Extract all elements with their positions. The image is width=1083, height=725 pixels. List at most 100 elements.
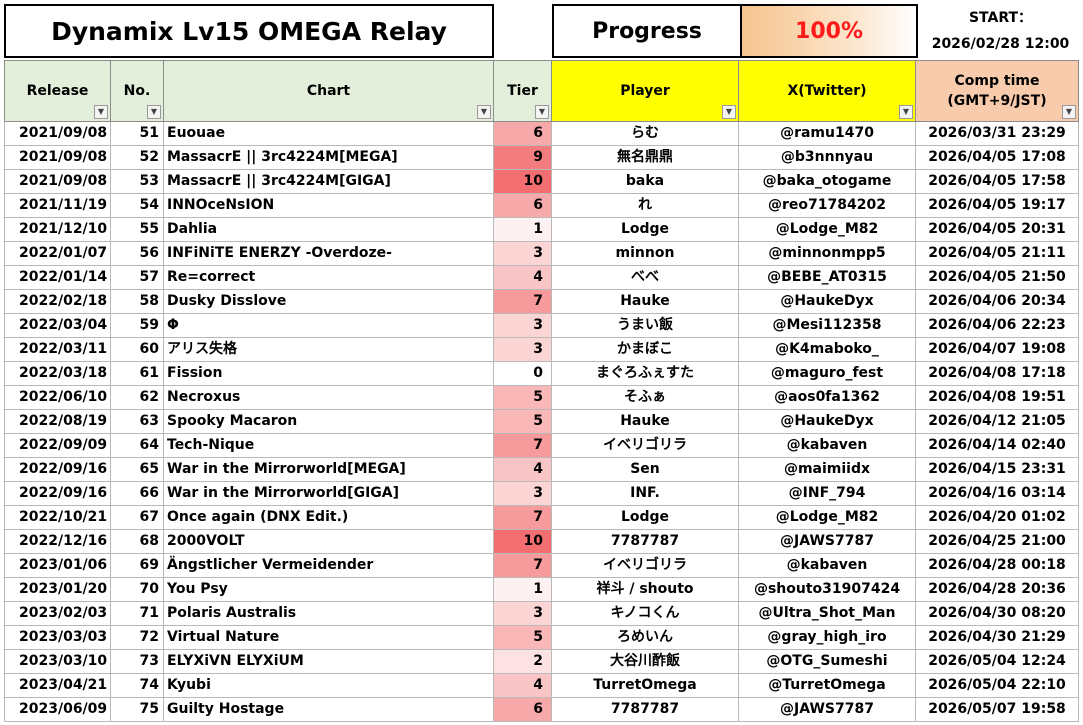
tier-cell[interactable]: 1	[493, 577, 552, 602]
filter-dropdown-icon[interactable]: ▼	[94, 105, 108, 119]
tier-cell[interactable]: 3	[493, 313, 552, 338]
comp-time-cell[interactable]: 2026/04/25 21:00	[915, 529, 1079, 554]
table-row[interactable]: 2022/10/21 67 Once again (DNX Edit.) 7 Lodge…	[4, 505, 1079, 530]
chart-cell[interactable]: ELYXiVN ELYXiUM	[163, 649, 494, 674]
twitter-handle-cell[interactable]: @Lodge_M82	[738, 505, 916, 530]
release-cell[interactable]: 2023/03/03	[4, 625, 111, 650]
chart-cell[interactable]: Guilty Hostage	[163, 697, 494, 722]
comp-time-cell[interactable]: 2026/04/05 20:31	[915, 217, 1079, 242]
release-cell[interactable]: 2022/10/21	[4, 505, 111, 530]
release-cell[interactable]: 2022/12/16	[4, 529, 111, 554]
comp-time-cell[interactable]: 2026/04/05 19:17	[915, 193, 1079, 218]
comp-time-cell[interactable]: 2026/04/07 19:08	[915, 337, 1079, 362]
chart-cell[interactable]: 2000VOLT	[163, 529, 494, 554]
comp-time-cell[interactable]: 2026/04/06 20:34	[915, 289, 1079, 314]
player-cell[interactable]: Lodge	[551, 217, 739, 242]
tier-cell[interactable]: 2	[493, 649, 552, 674]
chart-cell[interactable]: Ängstlicher Vermeidender	[163, 553, 494, 578]
player-cell[interactable]: 7787787	[551, 529, 739, 554]
player-cell[interactable]: minnon	[551, 241, 739, 266]
player-cell[interactable]: TurretOmega	[551, 673, 739, 698]
comp-time-cell[interactable]: 2026/05/07 19:58	[915, 697, 1079, 722]
twitter-handle-cell[interactable]: @INF_794	[738, 481, 916, 506]
table-row[interactable]: 2023/04/21 74 Kyubi 4 TurretOmega @TurretOmeg…	[4, 673, 1079, 698]
tier-cell[interactable]: 3	[493, 601, 552, 626]
comp-time-cell[interactable]: 2026/04/30 21:29	[915, 625, 1079, 650]
table-row[interactable]: 2022/09/16 66 War in the Mirrorworld[GIGA]…	[4, 481, 1079, 506]
table-row[interactable]: 2021/12/10 55 Dahlia 1 Lodge @Lodge_M82 2026/0…	[4, 217, 1079, 242]
table-row[interactable]: 2022/01/07 56 INFiNiTE ENERZY -Overdoze- 3 m…	[4, 241, 1079, 266]
table-row[interactable]: 2022/02/18 58 Dusky Disslove 7 Hauke @HaukeDy…	[4, 289, 1079, 314]
table-row[interactable]: 2022/12/16 68 2000VOLT 10 7787787 @JAWS7787 20…	[4, 529, 1079, 554]
tier-cell[interactable]: 3	[493, 241, 552, 266]
player-cell[interactable]: 大谷川酢飯	[551, 649, 739, 674]
chart-cell[interactable]: Tech-Nique	[163, 433, 494, 458]
twitter-handle-cell[interactable]: @maimiidx	[738, 457, 916, 482]
release-cell[interactable]: 2022/09/09	[4, 433, 111, 458]
table-row[interactable]: 2023/03/03 72 Virtual Nature 5 ろめいん @gray_hig…	[4, 625, 1079, 650]
tier-cell[interactable]: 0	[493, 361, 552, 386]
tier-cell[interactable]: 4	[493, 457, 552, 482]
twitter-handle-cell[interactable]: @Mesi112358	[738, 313, 916, 338]
filter-dropdown-icon[interactable]: ▼	[147, 105, 161, 119]
table-row[interactable]: 2022/01/14 57 Re=correct 4 べべ @BEBE_AT0315 202…	[4, 265, 1079, 290]
twitter-handle-cell[interactable]: @JAWS7787	[738, 697, 916, 722]
twitter-handle-cell[interactable]: @gray_high_iro	[738, 625, 916, 650]
number-cell[interactable]: 70	[110, 577, 164, 602]
chart-cell[interactable]: Virtual Nature	[163, 625, 494, 650]
number-cell[interactable]: 71	[110, 601, 164, 626]
player-cell[interactable]: ろめいん	[551, 625, 739, 650]
number-cell[interactable]: 65	[110, 457, 164, 482]
release-cell[interactable]: 2023/03/10	[4, 649, 111, 674]
release-cell[interactable]: 2023/04/21	[4, 673, 111, 698]
release-cell[interactable]: 2022/09/16	[4, 481, 111, 506]
release-cell[interactable]: 2022/01/07	[4, 241, 111, 266]
number-cell[interactable]: 60	[110, 337, 164, 362]
player-cell[interactable]: baka	[551, 169, 739, 194]
table-row[interactable]: 2022/06/10 62 Necroxus 5 そふぁ @aos0fa1362 2026/…	[4, 385, 1079, 410]
chart-cell[interactable]: Euouae	[163, 121, 494, 146]
twitter-handle-cell[interactable]: @reo71784202	[738, 193, 916, 218]
chart-cell[interactable]: War in the Mirrorworld[GIGA]	[163, 481, 494, 506]
number-cell[interactable]: 51	[110, 121, 164, 146]
release-cell[interactable]: 2022/03/04	[4, 313, 111, 338]
player-cell[interactable]: そふぁ	[551, 385, 739, 410]
number-cell[interactable]: 53	[110, 169, 164, 194]
player-cell[interactable]: べべ	[551, 265, 739, 290]
tier-cell[interactable]: 10	[493, 529, 552, 554]
tier-cell[interactable]: 7	[493, 505, 552, 530]
tier-cell[interactable]: 5	[493, 409, 552, 434]
release-cell[interactable]: 2022/02/18	[4, 289, 111, 314]
twitter-handle-cell[interactable]: @BEBE_AT0315	[738, 265, 916, 290]
chart-cell[interactable]: INFiNiTE ENERZY -Overdoze-	[163, 241, 494, 266]
release-cell[interactable]: 2021/11/19	[4, 193, 111, 218]
tier-cell[interactable]: 6	[493, 697, 552, 722]
twitter-handle-cell[interactable]: @Ultra_Shot_Man	[738, 601, 916, 626]
player-cell[interactable]: Hauke	[551, 289, 739, 314]
filter-dropdown-icon[interactable]: ▼	[899, 105, 913, 119]
player-cell[interactable]: Sen	[551, 457, 739, 482]
player-cell[interactable]: 7787787	[551, 697, 739, 722]
tier-cell[interactable]: 3	[493, 337, 552, 362]
number-cell[interactable]: 75	[110, 697, 164, 722]
comp-time-cell[interactable]: 2026/03/31 23:29	[915, 121, 1079, 146]
comp-time-cell[interactable]: 2026/05/04 22:10	[915, 673, 1079, 698]
twitter-handle-cell[interactable]: @shouto31907424	[738, 577, 916, 602]
number-cell[interactable]: 74	[110, 673, 164, 698]
table-row[interactable]: 2023/01/06 69 Ängstlicher Vermeidender 7 イベリ…	[4, 553, 1079, 578]
player-cell[interactable]: Hauke	[551, 409, 739, 434]
chart-cell[interactable]: Dusky Disslove	[163, 289, 494, 314]
table-row[interactable]: 2023/03/10 73 ELYXiVN ELYXiUM 2 大谷川酢飯 @OTG_Su…	[4, 649, 1079, 674]
chart-cell[interactable]: INNOceNsION	[163, 193, 494, 218]
table-row[interactable]: 2022/03/04 59 Φ 3 うまい飯 @Mesi112358 2026/04/06 …	[4, 313, 1079, 338]
table-row[interactable]: 2022/08/19 63 Spooky Macaron 5 Hauke @HaukeDy…	[4, 409, 1079, 434]
release-cell[interactable]: 2023/06/09	[4, 697, 111, 722]
twitter-handle-cell[interactable]: @maguro_fest	[738, 361, 916, 386]
tier-cell[interactable]: 10	[493, 169, 552, 194]
tier-cell[interactable]: 6	[493, 193, 552, 218]
release-cell[interactable]: 2021/09/08	[4, 121, 111, 146]
tier-cell[interactable]: 5	[493, 625, 552, 650]
player-cell[interactable]: かまぼこ	[551, 337, 739, 362]
chart-cell[interactable]: War in the Mirrorworld[MEGA]	[163, 457, 494, 482]
player-cell[interactable]: 無名鼎鼎	[551, 145, 739, 170]
